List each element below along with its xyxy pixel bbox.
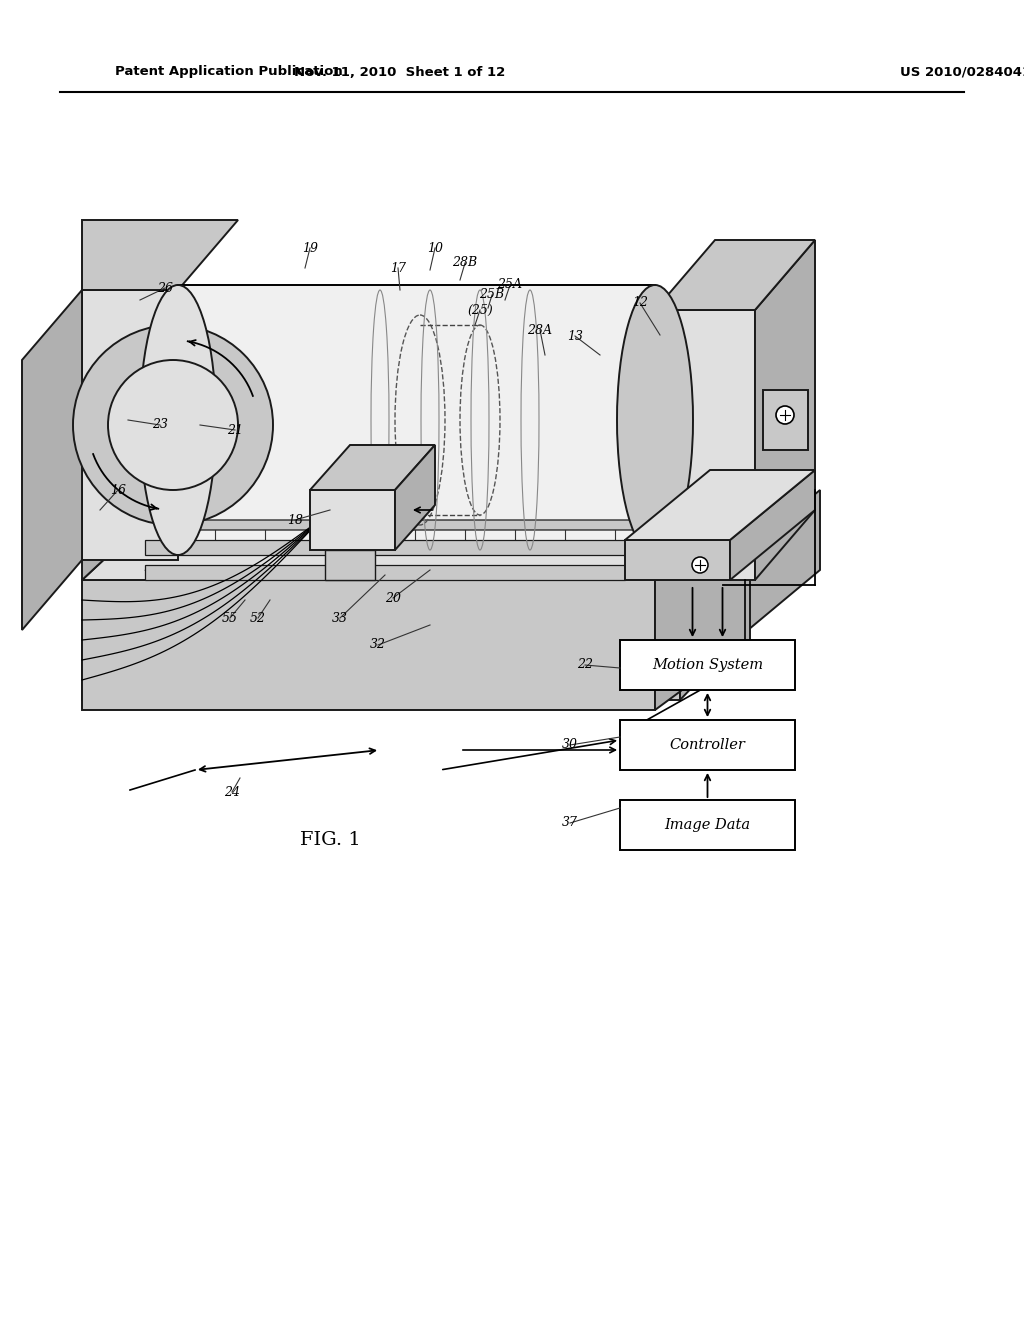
Circle shape [108,360,238,490]
Polygon shape [82,475,157,579]
Text: 21: 21 [227,424,243,437]
Polygon shape [82,290,178,560]
Text: 22: 22 [577,659,593,672]
Text: Image Data: Image Data [665,818,751,832]
Polygon shape [145,540,625,554]
Polygon shape [310,490,395,550]
Text: 28A: 28A [527,323,553,337]
Text: 32: 32 [370,639,386,652]
Text: 52: 52 [250,611,266,624]
Polygon shape [145,570,665,579]
Text: 55: 55 [222,611,238,624]
Polygon shape [680,554,742,700]
Text: Nov. 11, 2010  Sheet 1 of 12: Nov. 11, 2010 Sheet 1 of 12 [294,66,506,78]
Text: 18: 18 [287,513,303,527]
Text: 12: 12 [632,297,648,309]
Text: Motion System: Motion System [652,657,763,672]
Text: Controller: Controller [670,738,745,752]
Polygon shape [157,475,750,510]
Ellipse shape [617,285,693,554]
Text: 16: 16 [110,483,126,496]
Text: US 2010/0284041 A1: US 2010/0284041 A1 [900,66,1024,78]
Polygon shape [82,630,660,700]
Text: 20: 20 [385,591,401,605]
Polygon shape [625,470,815,540]
Text: 33: 33 [332,611,348,624]
Text: 13: 13 [567,330,583,342]
Polygon shape [730,470,815,579]
Text: 10: 10 [427,242,443,255]
Text: 17: 17 [390,261,406,275]
Polygon shape [655,240,815,310]
Polygon shape [82,220,238,290]
Polygon shape [145,565,625,579]
Text: Patent Application Publication: Patent Application Publication [115,66,343,78]
Polygon shape [325,550,375,579]
Bar [620,719,795,770]
Bar [620,640,795,690]
Text: 25B: 25B [479,289,505,301]
Polygon shape [82,579,655,710]
Polygon shape [22,290,82,630]
Polygon shape [655,510,750,710]
Polygon shape [655,310,755,579]
Text: 25A: 25A [498,279,522,292]
Text: 24: 24 [224,785,240,799]
Circle shape [73,325,273,525]
Polygon shape [82,620,680,700]
Polygon shape [178,285,655,554]
Text: 30: 30 [562,738,578,751]
Bar [763,389,808,450]
Circle shape [776,407,794,424]
Polygon shape [395,445,435,550]
Polygon shape [310,445,435,490]
Ellipse shape [140,285,216,554]
Text: FIG. 1: FIG. 1 [300,832,360,849]
Text: (25): (25) [467,304,493,317]
Text: 26: 26 [157,281,173,294]
Polygon shape [625,540,730,579]
Polygon shape [755,240,815,579]
Polygon shape [742,490,820,635]
Polygon shape [82,510,750,579]
Polygon shape [145,520,665,531]
Circle shape [692,557,708,573]
Bar [620,800,795,850]
Text: 23: 23 [152,418,168,432]
Text: 37: 37 [562,817,578,829]
Polygon shape [82,554,742,620]
Text: 28B: 28B [453,256,477,269]
Text: 19: 19 [302,242,318,255]
